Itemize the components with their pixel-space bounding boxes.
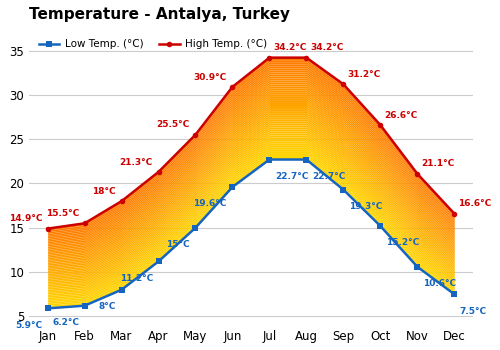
Text: 19.3°C: 19.3°C — [349, 202, 382, 211]
Text: 15.5°C: 15.5°C — [46, 209, 79, 218]
Text: 16.6°C: 16.6°C — [458, 199, 491, 208]
Text: 8°C: 8°C — [98, 302, 116, 311]
Legend: Low Temp. (°C), High Temp. (°C): Low Temp. (°C), High Temp. (°C) — [34, 35, 271, 54]
Text: 21.1°C: 21.1°C — [421, 159, 454, 168]
Text: 18°C: 18°C — [92, 187, 116, 196]
Text: Temperature - Antalya, Turkey: Temperature - Antalya, Turkey — [29, 7, 290, 22]
Text: 14.9°C: 14.9°C — [8, 214, 42, 223]
Text: 11.2°C: 11.2°C — [120, 274, 153, 283]
Text: 34.2°C: 34.2°C — [310, 43, 344, 52]
Text: 22.7°C: 22.7°C — [275, 172, 308, 181]
Text: 25.5°C: 25.5°C — [156, 120, 190, 130]
Text: 15°C: 15°C — [166, 240, 190, 249]
Text: 19.6°C: 19.6°C — [194, 199, 227, 208]
Text: 15.2°C: 15.2°C — [386, 238, 419, 247]
Text: 26.6°C: 26.6°C — [384, 111, 418, 120]
Text: 30.9°C: 30.9°C — [194, 72, 227, 82]
Text: 10.6°C: 10.6°C — [423, 279, 456, 288]
Text: 6.2°C: 6.2°C — [52, 318, 79, 327]
Text: 21.3°C: 21.3°C — [120, 158, 153, 167]
Text: 22.7°C: 22.7°C — [312, 172, 346, 181]
Text: 31.2°C: 31.2°C — [347, 70, 380, 79]
Text: 7.5°C: 7.5°C — [460, 307, 487, 316]
Text: 34.2°C: 34.2°C — [273, 43, 306, 52]
Text: 5.9°C: 5.9°C — [15, 321, 42, 330]
